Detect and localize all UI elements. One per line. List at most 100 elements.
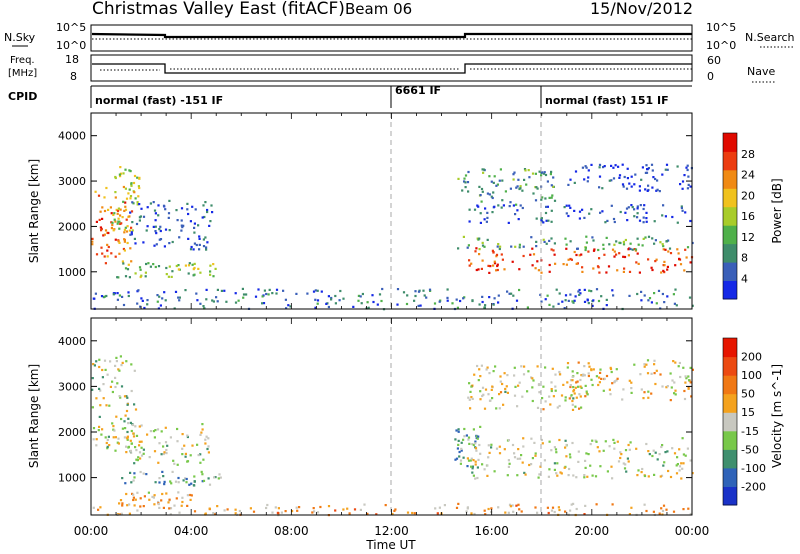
- heatmap-cell: [550, 209, 553, 212]
- heatmap-cell: [546, 294, 549, 297]
- heatmap-cell: [372, 300, 375, 304]
- heatmap-cell: [675, 472, 679, 475]
- heatmap-cell: [160, 499, 163, 502]
- heatmap-cell: [144, 275, 147, 278]
- time-tick-label: 08:00: [274, 524, 309, 538]
- heatmap-cell: [123, 420, 126, 423]
- heatmap-cell: [521, 189, 524, 192]
- heatmap-cell: [164, 299, 167, 302]
- heatmap-cell: [643, 365, 646, 368]
- heatmap-cell: [598, 175, 602, 178]
- heatmap-cell: [133, 174, 137, 178]
- heatmap-cell: [145, 473, 148, 476]
- heatmap-cell: [628, 448, 631, 451]
- heatmap-cell: [524, 473, 527, 476]
- heatmap-cell: [586, 299, 589, 302]
- heatmap-cell: [346, 507, 349, 510]
- heatmap-cell: [100, 246, 103, 249]
- heatmap-cell: [682, 462, 685, 465]
- heatmap-cell: [118, 220, 121, 223]
- heatmap-cell: [111, 390, 114, 394]
- heatmap-cell: [658, 453, 661, 456]
- heatmap-cell: [126, 437, 129, 440]
- heatmap-cell: [682, 508, 685, 511]
- heatmap-cell: [591, 439, 594, 442]
- beam-label: Beam 06: [345, 0, 412, 18]
- heatmap-cell: [206, 241, 209, 244]
- heatmap-cell: [205, 435, 208, 438]
- heatmap-cell: [628, 513, 631, 516]
- heatmap-cell: [624, 211, 627, 214]
- colorbar-swatch: [723, 262, 737, 281]
- heatmap-cell: [636, 216, 639, 219]
- heatmap-cell: [682, 453, 685, 456]
- heatmap-cell: [457, 439, 460, 442]
- heatmap-cell: [117, 437, 120, 440]
- heatmap-cell: [479, 452, 482, 455]
- heatmap-cell: [512, 178, 515, 181]
- heatmap-cell: [665, 163, 669, 166]
- heatmap-cell: [656, 188, 659, 191]
- heatmap-cell: [519, 457, 522, 460]
- heatmap-cell: [586, 475, 589, 478]
- heatmap-cell: [457, 502, 460, 505]
- heatmap-cell: [154, 225, 157, 228]
- heatmap-cell: [123, 395, 127, 398]
- heatmap-cell: [520, 365, 523, 368]
- colorbar-tick-label: 12: [741, 231, 755, 244]
- heatmap-cell: [142, 241, 145, 244]
- heatmap-cell: [494, 365, 497, 368]
- heatmap-cell: [357, 294, 360, 297]
- heatmap-cell: [174, 290, 178, 293]
- heatmap-cell: [265, 506, 268, 510]
- heatmap-cell: [455, 429, 458, 432]
- heatmap-cell: [583, 476, 586, 479]
- heatmap-cell: [685, 377, 688, 380]
- heatmap-cell: [575, 381, 578, 384]
- heatmap-cell: [664, 248, 667, 251]
- heatmap-cell: [565, 247, 568, 250]
- heatmap-cell: [193, 480, 196, 483]
- cpid-segment-2: 6661 IF: [395, 84, 441, 97]
- heatmap-cell: [546, 180, 549, 183]
- heatmap-cell: [132, 479, 135, 482]
- heatmap-cell: [595, 503, 598, 506]
- heatmap-cell: [104, 368, 107, 371]
- heatmap-cell: [143, 495, 146, 498]
- y-tick-label: 3000: [58, 175, 86, 188]
- heatmap-cell: [569, 206, 572, 209]
- heatmap-cell: [103, 295, 106, 298]
- heatmap-cell: [514, 213, 517, 216]
- heatmap-cell: [626, 177, 629, 180]
- heatmap-cell: [479, 398, 482, 401]
- heatmap-cell: [130, 260, 133, 263]
- heatmap-cell: [481, 300, 484, 304]
- heatmap-cell: [650, 266, 653, 269]
- heatmap-cell: [91, 237, 94, 240]
- heatmap-cell: [611, 289, 614, 292]
- heatmap-cell: [595, 440, 598, 443]
- heatmap-cell: [178, 296, 181, 299]
- heatmap-cell: [158, 442, 161, 445]
- heatmap-cell: [565, 212, 568, 215]
- heatmap-cell: [189, 454, 192, 457]
- heatmap-cell: [571, 408, 575, 411]
- heatmap-cell: [545, 242, 548, 245]
- heatmap-cell: [114, 385, 117, 389]
- heatmap-cell: [666, 265, 669, 268]
- nsearch-label: N.Search: [745, 31, 795, 44]
- heatmap-cell: [212, 263, 215, 266]
- heatmap-cell: [101, 217, 104, 220]
- heatmap-cell: [683, 389, 686, 393]
- heatmap-cell: [212, 275, 215, 278]
- heatmap-cell: [330, 296, 333, 300]
- heatmap-cell: [171, 240, 174, 244]
- heatmap-cell: [114, 176, 117, 180]
- heatmap-cell: [118, 369, 121, 372]
- heatmap-cell: [112, 436, 115, 439]
- heatmap-cell: [684, 381, 687, 384]
- heatmap-cell: [636, 237, 639, 240]
- heatmap-cell: [487, 264, 490, 267]
- heatmap-cell: [130, 182, 133, 185]
- colorbar-tick-label: 4: [741, 272, 748, 285]
